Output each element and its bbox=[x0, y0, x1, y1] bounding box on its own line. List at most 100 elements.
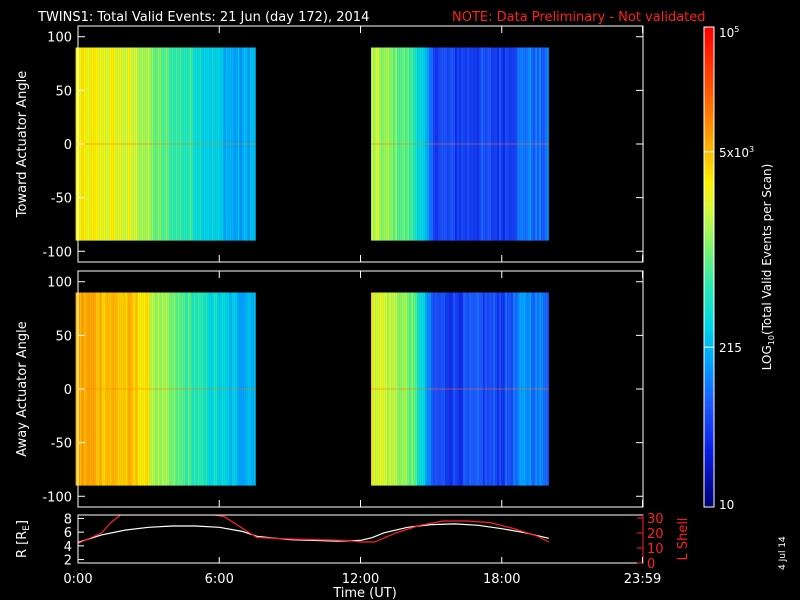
heatmap-column bbox=[385, 292, 388, 486]
heatmap-column bbox=[209, 47, 212, 241]
heatmap-column bbox=[221, 47, 224, 241]
colorbar-cell bbox=[704, 351, 714, 354]
heatmap-column bbox=[457, 47, 460, 241]
away-panel: 100 50 0 -50 -100 Away Actuator Angle bbox=[15, 270, 644, 508]
colorbar-cell bbox=[704, 503, 714, 506]
colorbar-cell bbox=[704, 315, 714, 318]
colorbar-cell bbox=[704, 29, 714, 32]
heatmap-column bbox=[455, 47, 458, 241]
colorbar-cell bbox=[704, 81, 714, 84]
heatmap-column bbox=[547, 292, 549, 486]
colorbar-cell bbox=[704, 47, 714, 50]
heatmap-column bbox=[169, 47, 172, 241]
heatmap-column bbox=[527, 47, 530, 241]
heatmap-column bbox=[489, 292, 492, 486]
heatmap-column bbox=[479, 47, 482, 241]
colorbar-cell bbox=[704, 311, 714, 314]
heatmap-column bbox=[177, 47, 180, 241]
colorbar-cell bbox=[704, 469, 714, 472]
colorbar-cell bbox=[704, 309, 714, 312]
heatmap-column bbox=[427, 292, 430, 486]
heatmap-column bbox=[381, 292, 384, 486]
heatmap-column bbox=[455, 292, 458, 486]
colorbar-cell bbox=[704, 169, 714, 172]
heatmap-column bbox=[107, 47, 110, 241]
heatmap-column bbox=[417, 292, 420, 486]
heatmap-column bbox=[495, 292, 498, 486]
heatmap-column bbox=[401, 292, 404, 486]
colorbar-cell bbox=[704, 493, 714, 496]
colorbar-cell bbox=[704, 289, 714, 292]
colorbar-cell bbox=[704, 247, 714, 250]
y-tick-label: 4 bbox=[64, 540, 72, 555]
colorbar-cell bbox=[704, 423, 714, 426]
heatmap-column bbox=[171, 292, 174, 486]
heatmap-column bbox=[119, 292, 122, 486]
colorbar-cell bbox=[704, 85, 714, 88]
heatmap-column bbox=[463, 292, 466, 486]
heatmap-column bbox=[211, 47, 214, 241]
colorbar-cell bbox=[704, 433, 714, 436]
heatmap-column bbox=[467, 292, 470, 486]
heatmap-column bbox=[217, 292, 220, 486]
colorbar-cell bbox=[704, 239, 714, 242]
heatmap-block bbox=[371, 292, 549, 486]
heatmap-column bbox=[181, 47, 184, 241]
heatmap-column bbox=[413, 47, 416, 241]
heatmap-column bbox=[159, 292, 162, 486]
colorbar-cell bbox=[704, 339, 714, 342]
heatmap-column bbox=[183, 47, 186, 241]
heatmap-column bbox=[251, 292, 254, 486]
colorbar-cell bbox=[704, 467, 714, 470]
colorbar-tick-label: 5x103 bbox=[719, 145, 754, 160]
heatmap-column bbox=[205, 292, 208, 486]
colorbar-cell bbox=[704, 313, 714, 316]
heatmap-column bbox=[417, 47, 420, 241]
colorbar-cell bbox=[704, 447, 714, 450]
colorbar-cell bbox=[704, 409, 714, 412]
colorbar-cell bbox=[704, 491, 714, 494]
colorbar-cell bbox=[704, 183, 714, 186]
colorbar-cell bbox=[704, 451, 714, 454]
heatmap-column bbox=[135, 47, 138, 241]
heatmap-column bbox=[457, 292, 460, 486]
heatmap-column bbox=[167, 292, 170, 486]
heatmap-column bbox=[441, 47, 444, 241]
heatmap-column bbox=[433, 47, 436, 241]
heatmap-column bbox=[541, 47, 544, 241]
x-tick-label: 0:00 bbox=[63, 572, 92, 587]
heatmap-column bbox=[223, 47, 226, 241]
colorbar-cell bbox=[704, 419, 714, 422]
colorbar-cell bbox=[704, 227, 714, 230]
heatmap-column bbox=[193, 47, 196, 241]
colorbar-cell bbox=[704, 39, 714, 42]
heatmap-column bbox=[99, 47, 102, 241]
heatmap-column bbox=[193, 292, 196, 486]
heatmap-column bbox=[545, 47, 548, 241]
heatmap-column bbox=[221, 292, 224, 486]
colorbar-cell bbox=[704, 281, 714, 284]
heatmap-column bbox=[139, 292, 142, 486]
colorbar-cell bbox=[704, 139, 714, 142]
heatmap-column bbox=[205, 47, 208, 241]
heatmap-column bbox=[461, 47, 464, 241]
colorbar-cell bbox=[704, 149, 714, 152]
figure-title: TWINS1: Total Valid Events: 21 Jun (day … bbox=[37, 10, 369, 25]
heatmap-column bbox=[211, 292, 214, 486]
colorbar-cell bbox=[704, 327, 714, 330]
heatmap-column bbox=[415, 292, 418, 486]
colorbar-cell bbox=[704, 383, 714, 386]
heatmap-column bbox=[383, 292, 386, 486]
colorbar-cell bbox=[704, 181, 714, 184]
colorbar-cell bbox=[704, 159, 714, 162]
colorbar-cell bbox=[704, 485, 714, 488]
colorbar-cell bbox=[704, 505, 714, 508]
heatmap-column bbox=[473, 47, 476, 241]
heatmap-column bbox=[125, 47, 128, 241]
heatmap-column bbox=[173, 47, 176, 241]
heatmap-column bbox=[209, 292, 212, 486]
colorbar-cell bbox=[704, 319, 714, 322]
colorbar-title-rest: (Total Valid Events per Scan) bbox=[760, 164, 774, 335]
